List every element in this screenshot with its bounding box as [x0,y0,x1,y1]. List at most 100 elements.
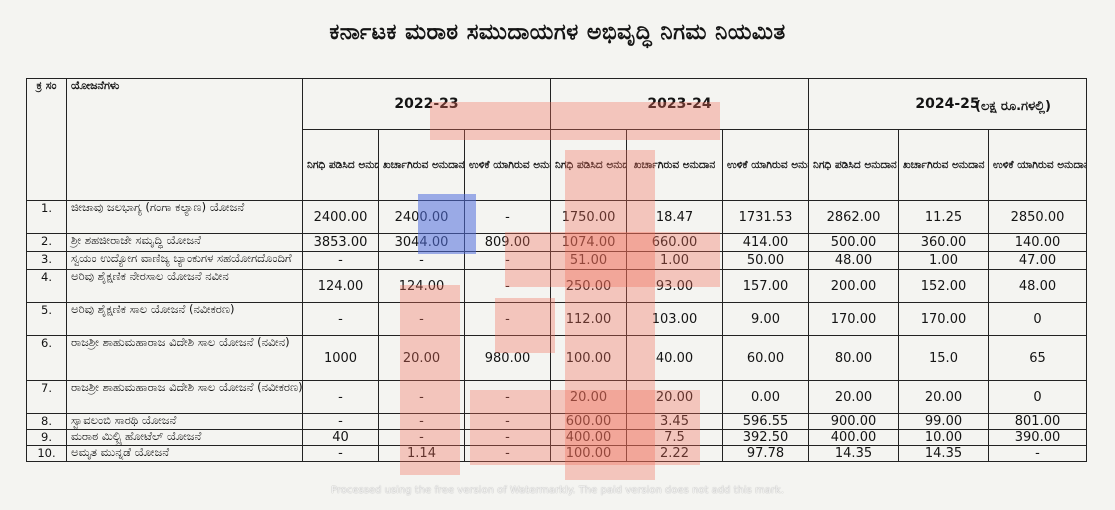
value-cell: 1.00 [626,251,723,270]
value-cell: - [378,380,465,414]
value-cell: - [378,251,465,270]
value-cell: 124.00 [302,269,379,303]
value-cell: 170.00 [808,302,899,336]
value-cell: 801.00 [988,413,1087,430]
value-cell: 0.00 [722,380,809,414]
serial-number: 1. [26,200,67,234]
value-cell: 980.00 [464,335,551,381]
value-cell: 99.00 [898,413,989,430]
value-cell: 100.00 [550,335,627,381]
value-cell: 124.00 [378,269,465,303]
value-cell: 20.00 [378,335,465,381]
header-year-2023-24: 2023-24 [550,78,809,130]
value-cell: - [378,413,465,430]
value-cell: 48.00 [808,251,899,270]
serial-number: 7. [26,380,67,414]
value-cell: 157.00 [722,269,809,303]
value-cell: - [464,269,551,303]
header-spent: ಖರ್ಚಾಗಿರುವ ಅನುದಾನ [626,129,723,201]
value-cell: 660.00 [626,233,723,252]
value-cell: 2400.00 [378,200,465,234]
value-cell: - [378,429,465,446]
value-cell: 93.00 [626,269,723,303]
value-cell: 18.47 [626,200,723,234]
value-cell: - [464,251,551,270]
value-cell: - [464,380,551,414]
serial-number: 10. [26,445,67,462]
value-cell: 20.00 [808,380,899,414]
value-cell: 3.45 [626,413,723,430]
value-cell: 414.00 [722,233,809,252]
value-cell: 600.00 [550,413,627,430]
value-cell: 200.00 [808,269,899,303]
value-cell: 3044.00 [378,233,465,252]
value-cell: 100.00 [550,445,627,462]
value-cell: 11.25 [898,200,989,234]
value-cell: 48.00 [988,269,1087,303]
value-cell: - [464,200,551,234]
value-cell: - [302,413,379,430]
value-cell: 2400.00 [302,200,379,234]
value-cell: - [464,302,551,336]
value-cell: 809.00 [464,233,551,252]
scheme-name: ಜೀಜಾವು ಜಲಭಾಗ್ಯ (ಗಂಗಾ ಕಲ್ಯಾಣ) ಯೋಜನೆ [66,200,303,234]
header-spent: ಖರ್ಚಾಗಿರುವ ಅನುದಾನ [378,129,465,201]
scheme-name: ಅರಿವು ಶೈಕ್ಷಣಿಕ ಸಾಲ ಯೋಜನೆ (ನವೀಕರಣ) [66,302,303,336]
value-cell: 14.35 [808,445,899,462]
scheme-name: ಶ್ರೀ ಶಹಜೀರಾಜೇ ಸಮೃದ್ಧಿ ಯೋಜನೆ [66,233,303,252]
value-cell: 2850.00 [988,200,1087,234]
value-cell: 390.00 [988,429,1087,446]
value-cell: - [464,413,551,430]
value-cell: 40.00 [626,335,723,381]
scheme-name: ಅಮೃತ ಮುನ್ನಡೆ ಯೋಜನೆ [66,445,303,462]
value-cell: - [302,251,379,270]
value-cell: - [464,429,551,446]
table-row: 10. ಅಮೃತ ಮುನ್ನಡೆ ಯೋಜನೆ -1.14-100.00 2.22 97.… [26,445,1087,462]
value-cell: 1731.53 [722,200,809,234]
value-cell: 80.00 [808,335,899,381]
table-row: 5. ಅರಿವು ಶೈಕ್ಷಣಿಕ ಸಾಲ ಯೋಜನೆ (ನವೀಕರಣ) - - -11… [26,302,1087,336]
value-cell: 152.00 [898,269,989,303]
table-row: 6. ರಾಜಶ್ರೀ ಶಾಹುಮಹಾರಾಜ ವಿದೇಶಿ ಸಾಲ ಯೋಜನೆ (ನ… [26,335,1087,381]
scheme-name: ಸ್ವಾವಲಂಬಿ ಸಾರಥಿ ಯೋಜನೆ [66,413,303,430]
value-cell: 1.00 [898,251,989,270]
table-row: 2. ಶ್ರೀ ಶಹಜೀರಾಜೇ ಸಮೃದ್ಧಿ ಯೋಜನೆ 3853.00 3044… [26,233,1087,252]
value-cell: 14.35 [898,445,989,462]
value-cell: 2.22 [626,445,723,462]
serial-number: 8. [26,413,67,430]
header-allocated: ನಿಗಧಿ ಪಡಿಸಿದ ಅನುದಾನ [302,129,379,201]
serial-number: 4. [26,269,67,303]
value-cell: - [302,302,379,336]
value-cell: - [988,445,1087,462]
value-cell: - [464,445,551,462]
value-cell: 400.00 [808,429,899,446]
value-cell: 170.00 [898,302,989,336]
scheme-name: ಸ್ವಯಂ ಉದ್ಯೋಗ ವಾಣಿಜ್ಯ ಬ್ಯಾಂಕುಗಳ ಸಹಯೋಗದೊಂದ… [66,251,303,270]
serial-number: 2. [26,233,67,252]
value-cell: 140.00 [988,233,1087,252]
value-cell: 47.00 [988,251,1087,270]
value-cell: 1074.00 [550,233,627,252]
value-cell: 500.00 [808,233,899,252]
header-allocated: ನಿಗಧಿ ಪಡಿಸಿದ ಅನುದಾನ [808,129,899,201]
page-title: ಕರ್ನಾಟಕ ಮರಾಠ ಸಮುದಾಯಗಳ ಅಭಿವೃದ್ಧಿ ನಿಗಮ ನಿಯ… [329,20,786,45]
value-cell: 596.55 [722,413,809,430]
schemes-table: ಕ್ರ ಸಂ ಯೋಜನೆಗಳು 2022-23 2023-24 2024-25 … [26,78,1087,462]
value-cell: 103.00 [626,302,723,336]
value-cell: 250.00 [550,269,627,303]
table-row: 7. ರಾಜಶ್ರೀ ಶಾಹುಮಹಾರಾಜ ವಿದೇಶಿ ಸಾಲ ಯೋಜನೆ (ನ… [26,380,1087,414]
scheme-name: ರಾಜಶ್ರೀ ಶಾಹುಮಹಾರಾಜ ವಿದೇಶಿ ಸಾಲ ಯೋಜನೆ (ನವೀ… [66,335,303,381]
value-cell: - [302,380,379,414]
serial-number: 6. [26,335,67,381]
value-cell: 51.00 [550,251,627,270]
table-row: 8. ಸ್ವಾವಲಂಬಿ ಸಾರಥಿ ಯೋಜನೆ - - -600.00 3.45 596.… [26,413,1087,430]
value-cell: 3853.00 [302,233,379,252]
header-schemes: ಯೋಜನೆಗಳು [66,78,303,201]
value-cell: 40 [302,429,379,446]
header-allocated: ನಿಗಧಿ ಪಡಿಸಿದ ಅನುದಾನ [550,129,627,201]
table-row: 9. ಮರಾಠ ಮಿಲ್ಟ್ರಿ ಹೋಟೆಲ್ ಯೋಜನೆ 40- -400.00 7.… [26,429,1087,446]
value-cell: 2862.00 [808,200,899,234]
header-year-2022-23: 2022-23 [302,78,551,130]
header-balance: ಉಳಿಕೆ ಯಾಗಿರುವ ಅನುದಾನ [464,129,551,201]
table-row: 3. ಸ್ವಯಂ ಉದ್ಯೋಗ ವಾಣಿಜ್ಯ ಬ್ಯಾಂಕುಗಳ ಸಹಯೋಗದೊ… [26,251,1087,270]
